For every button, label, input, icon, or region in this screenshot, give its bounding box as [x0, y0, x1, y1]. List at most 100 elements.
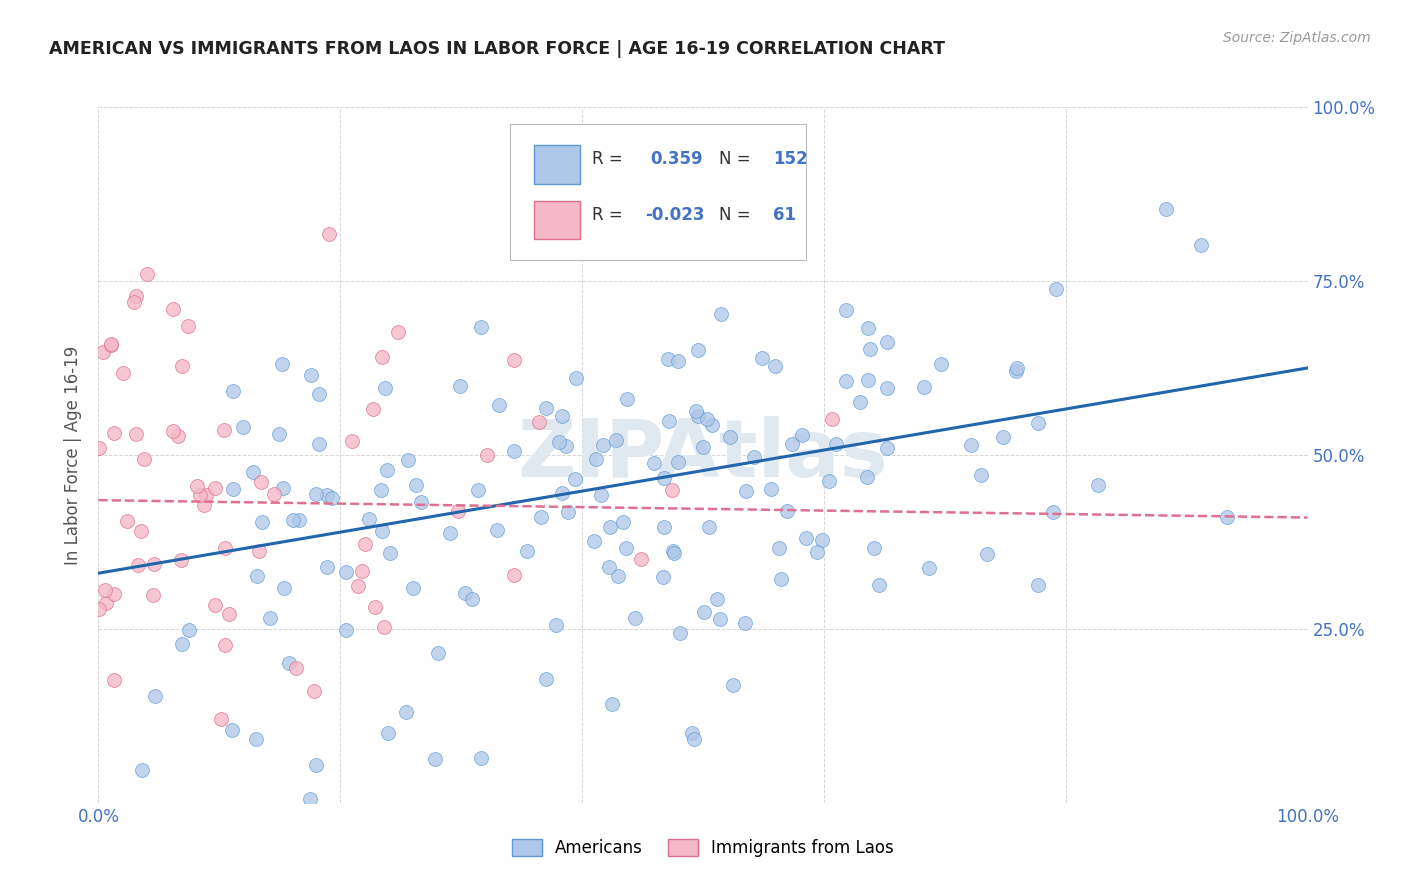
Point	[246, 569, 269, 583]
Point	[551, 409, 574, 424]
Point	[134, 452, 156, 467]
Point	[817, 474, 839, 488]
Point	[125, 288, 148, 302]
Text: ZIPAtlas: ZIPAtlas	[517, 416, 889, 494]
Point	[527, 416, 550, 430]
Point	[361, 401, 384, 416]
Point	[1189, 238, 1212, 252]
Point	[94, 582, 117, 597]
Point	[176, 319, 198, 334]
Point	[204, 598, 226, 612]
Point	[1156, 202, 1178, 216]
Point	[825, 436, 848, 450]
Point	[503, 567, 526, 582]
Point	[734, 483, 756, 498]
Point	[835, 303, 858, 318]
Point	[565, 371, 588, 385]
Point	[536, 401, 558, 416]
Point	[340, 434, 363, 448]
Point	[614, 541, 637, 555]
Point	[125, 427, 148, 442]
Point	[111, 366, 134, 380]
Point	[624, 610, 647, 624]
Point	[166, 429, 188, 443]
Point	[131, 763, 153, 777]
Point	[100, 336, 122, 351]
Point	[222, 384, 245, 398]
Legend: Americans, Immigrants from Laos: Americans, Immigrants from Laos	[505, 832, 901, 864]
Point	[193, 498, 215, 512]
Point	[564, 472, 586, 486]
Point	[856, 321, 879, 335]
Point	[370, 350, 392, 364]
Text: -0.023: -0.023	[645, 206, 704, 224]
Point	[218, 607, 240, 622]
Point	[278, 656, 301, 670]
Text: N =: N =	[718, 150, 751, 169]
Point	[696, 412, 718, 426]
Point	[447, 504, 470, 518]
Point	[316, 560, 339, 574]
Point	[931, 357, 953, 371]
Point	[551, 486, 574, 500]
Point	[666, 354, 689, 368]
Point	[661, 483, 683, 497]
Point	[127, 558, 149, 572]
Point	[668, 224, 690, 238]
Point	[554, 439, 576, 453]
Point	[271, 481, 294, 495]
Point	[652, 519, 675, 533]
Point	[1215, 510, 1237, 524]
Point	[605, 434, 627, 448]
Point	[868, 578, 890, 592]
Point	[742, 450, 765, 464]
Point	[859, 342, 882, 356]
Point	[194, 488, 217, 502]
Point	[721, 678, 744, 692]
Point	[503, 353, 526, 368]
Point	[697, 520, 720, 534]
Point	[782, 437, 804, 451]
Point	[305, 758, 328, 772]
Point	[863, 541, 886, 555]
Point	[232, 420, 254, 434]
Point	[100, 338, 122, 352]
Point	[912, 380, 935, 394]
Point	[461, 591, 484, 606]
Point	[806, 545, 828, 559]
Point	[769, 572, 792, 586]
Point	[616, 392, 638, 407]
Text: AMERICAN VS IMMIGRANTS FROM LAOS IN LABOR FORCE | AGE 16-19 CORRELATION CHART: AMERICAN VS IMMIGRANTS FROM LAOS IN LABO…	[49, 40, 945, 58]
Point	[669, 626, 692, 640]
Point	[776, 504, 799, 518]
Point	[683, 731, 706, 746]
Point	[370, 483, 392, 497]
Point	[917, 561, 939, 575]
Point	[607, 569, 630, 583]
Point	[188, 488, 211, 502]
Text: Source: ZipAtlas.com: Source: ZipAtlas.com	[1223, 31, 1371, 45]
Point	[516, 544, 538, 558]
Point	[364, 599, 387, 614]
Point	[643, 456, 665, 470]
Point	[308, 387, 330, 401]
Point	[768, 541, 790, 556]
Point	[686, 343, 709, 357]
Point	[214, 541, 236, 556]
Point	[143, 689, 166, 703]
Point	[378, 546, 401, 560]
Point	[221, 723, 243, 737]
Point	[856, 373, 879, 387]
Point	[790, 428, 813, 442]
Point	[250, 515, 273, 529]
Point	[693, 605, 716, 619]
Point	[1087, 478, 1109, 492]
Point	[706, 591, 728, 606]
Point	[103, 425, 125, 440]
Point	[222, 482, 245, 496]
Point	[405, 478, 427, 492]
Point	[557, 505, 579, 519]
Point	[876, 334, 898, 349]
Point	[439, 526, 461, 541]
Point	[259, 611, 281, 625]
